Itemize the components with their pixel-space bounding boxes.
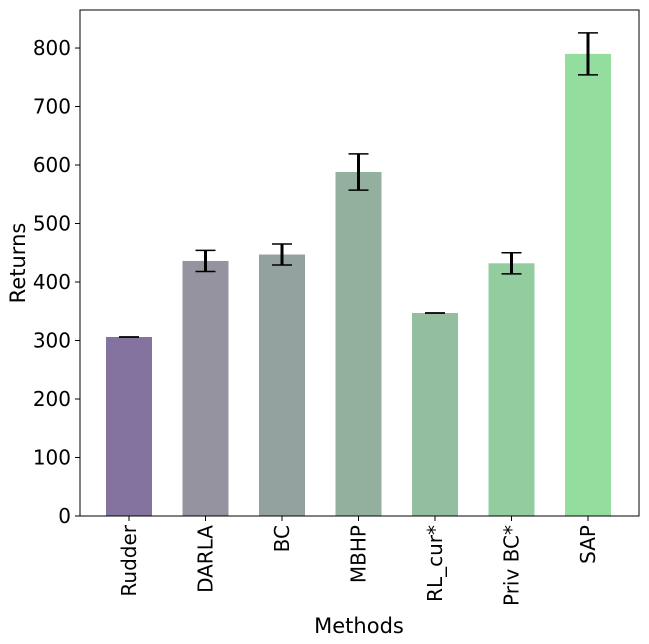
x-axis: Rudder DARLA BC MBHP RL_cur* Priv BC* SAP	[117, 516, 600, 606]
x-tick-label-5: Priv BC*	[500, 525, 524, 606]
bar-5	[488, 263, 535, 516]
bar-1	[182, 260, 229, 516]
x-axis-label: Methods	[314, 614, 404, 638]
bar-2	[259, 254, 305, 516]
y-tick-label-0: 0	[58, 504, 71, 528]
y-tick-label-4: 400	[33, 270, 71, 294]
x-tick-label-0: Rudder	[117, 524, 141, 596]
y-tick-label-3: 300	[33, 329, 71, 353]
y-tick-label-7: 700	[33, 95, 71, 119]
bar-0	[106, 336, 152, 516]
bar-4	[412, 313, 458, 516]
y-axis-label: Returns	[6, 223, 30, 304]
y-tick-label-2: 200	[33, 387, 71, 411]
bar-3	[335, 172, 382, 516]
x-tick-label-6: SAP	[576, 525, 600, 564]
x-tick-label-1: DARLA	[194, 525, 218, 593]
bars-layer	[106, 53, 611, 516]
y-tick-label-5: 500	[33, 212, 71, 236]
x-tick-label-4: RL_cur*	[423, 525, 447, 602]
y-tick-label-1: 100	[33, 446, 71, 470]
x-tick-label-3: MBHP	[347, 525, 371, 583]
y-tick-label-6: 600	[33, 153, 71, 177]
y-axis: 0 100 200 300 400 500 600 700 800	[33, 36, 80, 528]
bar-6	[565, 53, 611, 516]
y-tick-label-8: 800	[33, 36, 71, 60]
plot-frame	[79, 9, 640, 517]
error-bars-layer	[119, 32, 598, 338]
x-tick-label-2: BC	[270, 525, 294, 552]
